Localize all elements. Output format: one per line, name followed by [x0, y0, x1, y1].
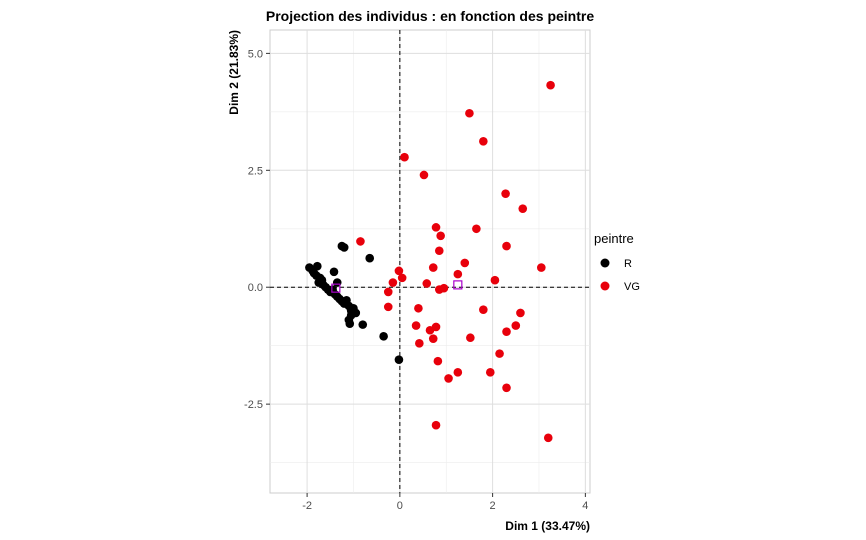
point-vg: [428, 334, 438, 343]
point-vg: [431, 420, 441, 430]
point-vg: [411, 321, 421, 330]
point-vg: [485, 368, 495, 377]
y-tick-label: 0.0: [248, 282, 263, 294]
y-tick-label: 2.5: [248, 165, 263, 177]
group-mean-markers: [331, 280, 463, 293]
point-vg: [502, 241, 511, 251]
point-vg: [537, 263, 546, 272]
point-r: [351, 308, 361, 318]
y-axis-title: Dim 2 (21.83%): [227, 30, 241, 115]
mean-marker-vg: [453, 280, 463, 290]
point-vg: [479, 137, 488, 146]
x-tick-label: -2: [302, 500, 312, 512]
point-vg: [472, 224, 481, 234]
reference-lines: [270, 30, 590, 493]
mean-marker-r: [331, 283, 341, 293]
point-r: [329, 267, 339, 277]
point-vg: [502, 327, 511, 336]
point-vg: [453, 269, 463, 279]
point-r: [394, 355, 404, 365]
point-vg: [434, 285, 444, 294]
point-vg: [466, 333, 475, 343]
point-r: [313, 261, 322, 271]
point-vg: [415, 339, 424, 348]
data-points: [305, 80, 555, 443]
point-vg: [383, 287, 393, 297]
point-vg: [425, 325, 435, 335]
point-vg: [518, 204, 528, 213]
minor-grid: [270, 30, 590, 493]
point-vg: [453, 368, 463, 377]
legend: peintre R VG: [594, 231, 640, 293]
point-vg: [383, 302, 393, 312]
x-tick-label: 0: [397, 500, 403, 512]
point-vg: [414, 303, 423, 313]
legend-label-vg: VG: [624, 281, 640, 293]
point-vg: [543, 433, 553, 443]
point-vg: [465, 108, 474, 118]
x-tick-label: 2: [490, 500, 496, 512]
legend-key-r: [600, 258, 610, 268]
y-tick-label: -2.5: [244, 399, 263, 411]
point-vg: [546, 80, 555, 90]
point-vg: [422, 279, 432, 288]
point-vg: [490, 275, 500, 285]
point-vg: [460, 258, 470, 268]
point-vg: [502, 383, 511, 393]
point-vg: [479, 305, 488, 314]
legend-title: peintre: [594, 231, 634, 246]
legend-key-vg: [600, 281, 610, 291]
x-axis-title: Dim 1 (33.47%): [505, 519, 590, 533]
point-vg: [501, 189, 510, 198]
x-axis-ticks: -2 0 2 4: [302, 493, 588, 512]
point-vg: [434, 246, 444, 256]
point-vg: [356, 237, 365, 246]
point-r: [339, 243, 349, 252]
plot-panel: [269, 29, 591, 494]
point-r: [358, 320, 368, 329]
point-vg: [436, 231, 445, 241]
point-vg: [511, 321, 521, 330]
y-tick-label: 5.0: [248, 48, 263, 60]
point-r: [379, 332, 388, 341]
chart-title: Projection des individus : en fonction d…: [266, 8, 594, 24]
point-vg: [516, 308, 525, 318]
point-vg: [397, 273, 407, 283]
y-axis-ticks: -2.5 0.0 2.5 5.0: [244, 48, 270, 411]
point-vg: [400, 152, 409, 162]
point-vg: [428, 263, 438, 272]
legend-label-r: R: [624, 258, 632, 270]
point-r: [365, 253, 375, 263]
point-vg: [433, 356, 443, 366]
point-vg: [419, 170, 429, 180]
point-vg: [444, 374, 453, 383]
point-vg: [495, 349, 504, 358]
point-vg: [431, 223, 441, 232]
x-tick-label: 4: [582, 500, 588, 512]
point-vg: [394, 266, 404, 276]
point-r: [345, 319, 355, 329]
point-vg: [388, 278, 398, 287]
